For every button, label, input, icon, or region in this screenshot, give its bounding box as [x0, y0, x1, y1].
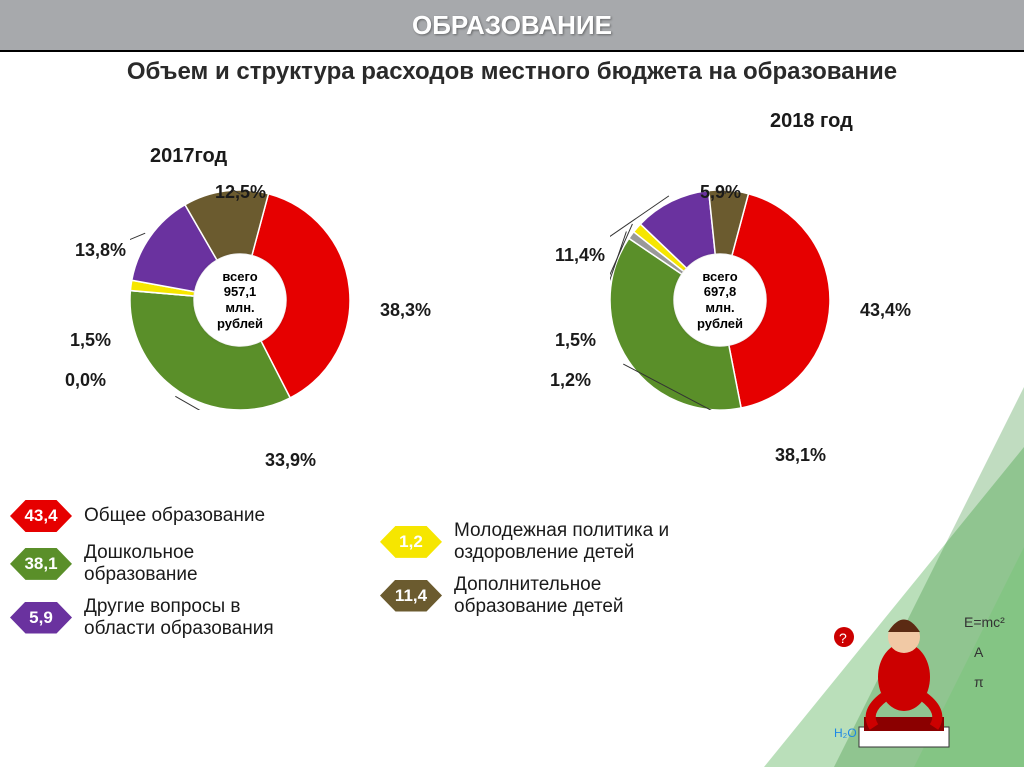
svg-text:E=mc²: E=mc² [964, 614, 1005, 630]
slice-label: 5,9% [700, 182, 741, 203]
legend-item: 43,4 Общее образование [10, 500, 370, 532]
legend-badge: 5,9 [10, 602, 72, 634]
slice-label: 1,5% [70, 330, 111, 351]
slice-label: 1,5% [555, 330, 596, 351]
legend-text: Дошкольноеобразование [84, 542, 198, 586]
page-title: ОБРАЗОВАНИЕ [412, 10, 612, 41]
svg-text:A: A [974, 644, 984, 660]
donut-chart-2018: всего697,8млн.рублей 43,4%38,1%1,2%1,5%1… [610, 190, 830, 410]
legend-item: 1,2 Молодежная политика иоздоровление дет… [380, 520, 800, 564]
slice-label: 43,4% [860, 300, 911, 321]
legend-text: Общее образование [84, 505, 265, 527]
legend-right-column: 1,2 Молодежная политика иоздоровление дет… [380, 520, 800, 627]
donut-center-2017: всего957,1млн.рублей [194, 254, 286, 346]
year-label-2018: 2018 год [770, 110, 853, 133]
legend-badge: 43,4 [10, 500, 72, 532]
slice-label: 12,5% [215, 182, 266, 203]
legend-text: Молодежная политика иоздоровление детей [454, 520, 669, 564]
legend-item: 5,9 Другие вопросы вобласти образования [10, 596, 370, 640]
slice-label: 38,3% [380, 300, 431, 321]
legend-badge: 1,2 [380, 526, 442, 558]
slice-label: 33,9% [265, 450, 316, 471]
decor-triangle [834, 387, 1024, 767]
decor-triangle [914, 547, 1024, 767]
decor-triangles [764, 387, 1024, 767]
legend-item: 11,4 Дополнительноеобразование детей [380, 574, 800, 618]
legend-left-column: 43,4 Общее образование 38,1 Дошкольноеобраз… [10, 500, 370, 649]
legend-text: Дополнительноеобразование детей [454, 574, 624, 618]
decor-triangle [764, 447, 1024, 767]
legend-badge: 38,1 [10, 548, 72, 580]
illustration-boy-icon: E=mc² A π ? H₂O [824, 587, 1014, 757]
svg-text:π: π [974, 674, 984, 690]
svg-text:?: ? [839, 630, 847, 646]
year-label-2017: 2017год [150, 145, 227, 168]
donut-chart-2017: всего957,1млн.рублей 38,3%33,9%0,0%1,5%1… [130, 190, 350, 410]
slice-label: 0,0% [65, 370, 106, 391]
slice-label: 1,2% [550, 370, 591, 391]
legend-badge: 11,4 [380, 580, 442, 612]
svg-text:H₂O: H₂O [834, 726, 857, 740]
slice-label: 38,1% [775, 445, 826, 466]
divider [0, 50, 1024, 52]
subtitle: Объем и структура расходов местного бюдж… [0, 58, 1024, 86]
header-bar: ОБРАЗОВАНИЕ [0, 0, 1024, 50]
slice-label: 13,8% [75, 240, 126, 261]
slice-label: 11,4% [555, 245, 605, 266]
donut-center-2018: всего697,8млн.рублей [674, 254, 766, 346]
legend-item: 38,1 Дошкольноеобразование [10, 542, 370, 586]
legend-text: Другие вопросы вобласти образования [84, 596, 274, 640]
